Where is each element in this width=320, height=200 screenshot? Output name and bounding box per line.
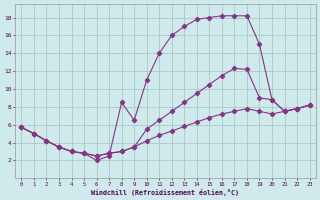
- X-axis label: Windchill (Refroidissement éolien,°C): Windchill (Refroidissement éolien,°C): [92, 189, 239, 196]
